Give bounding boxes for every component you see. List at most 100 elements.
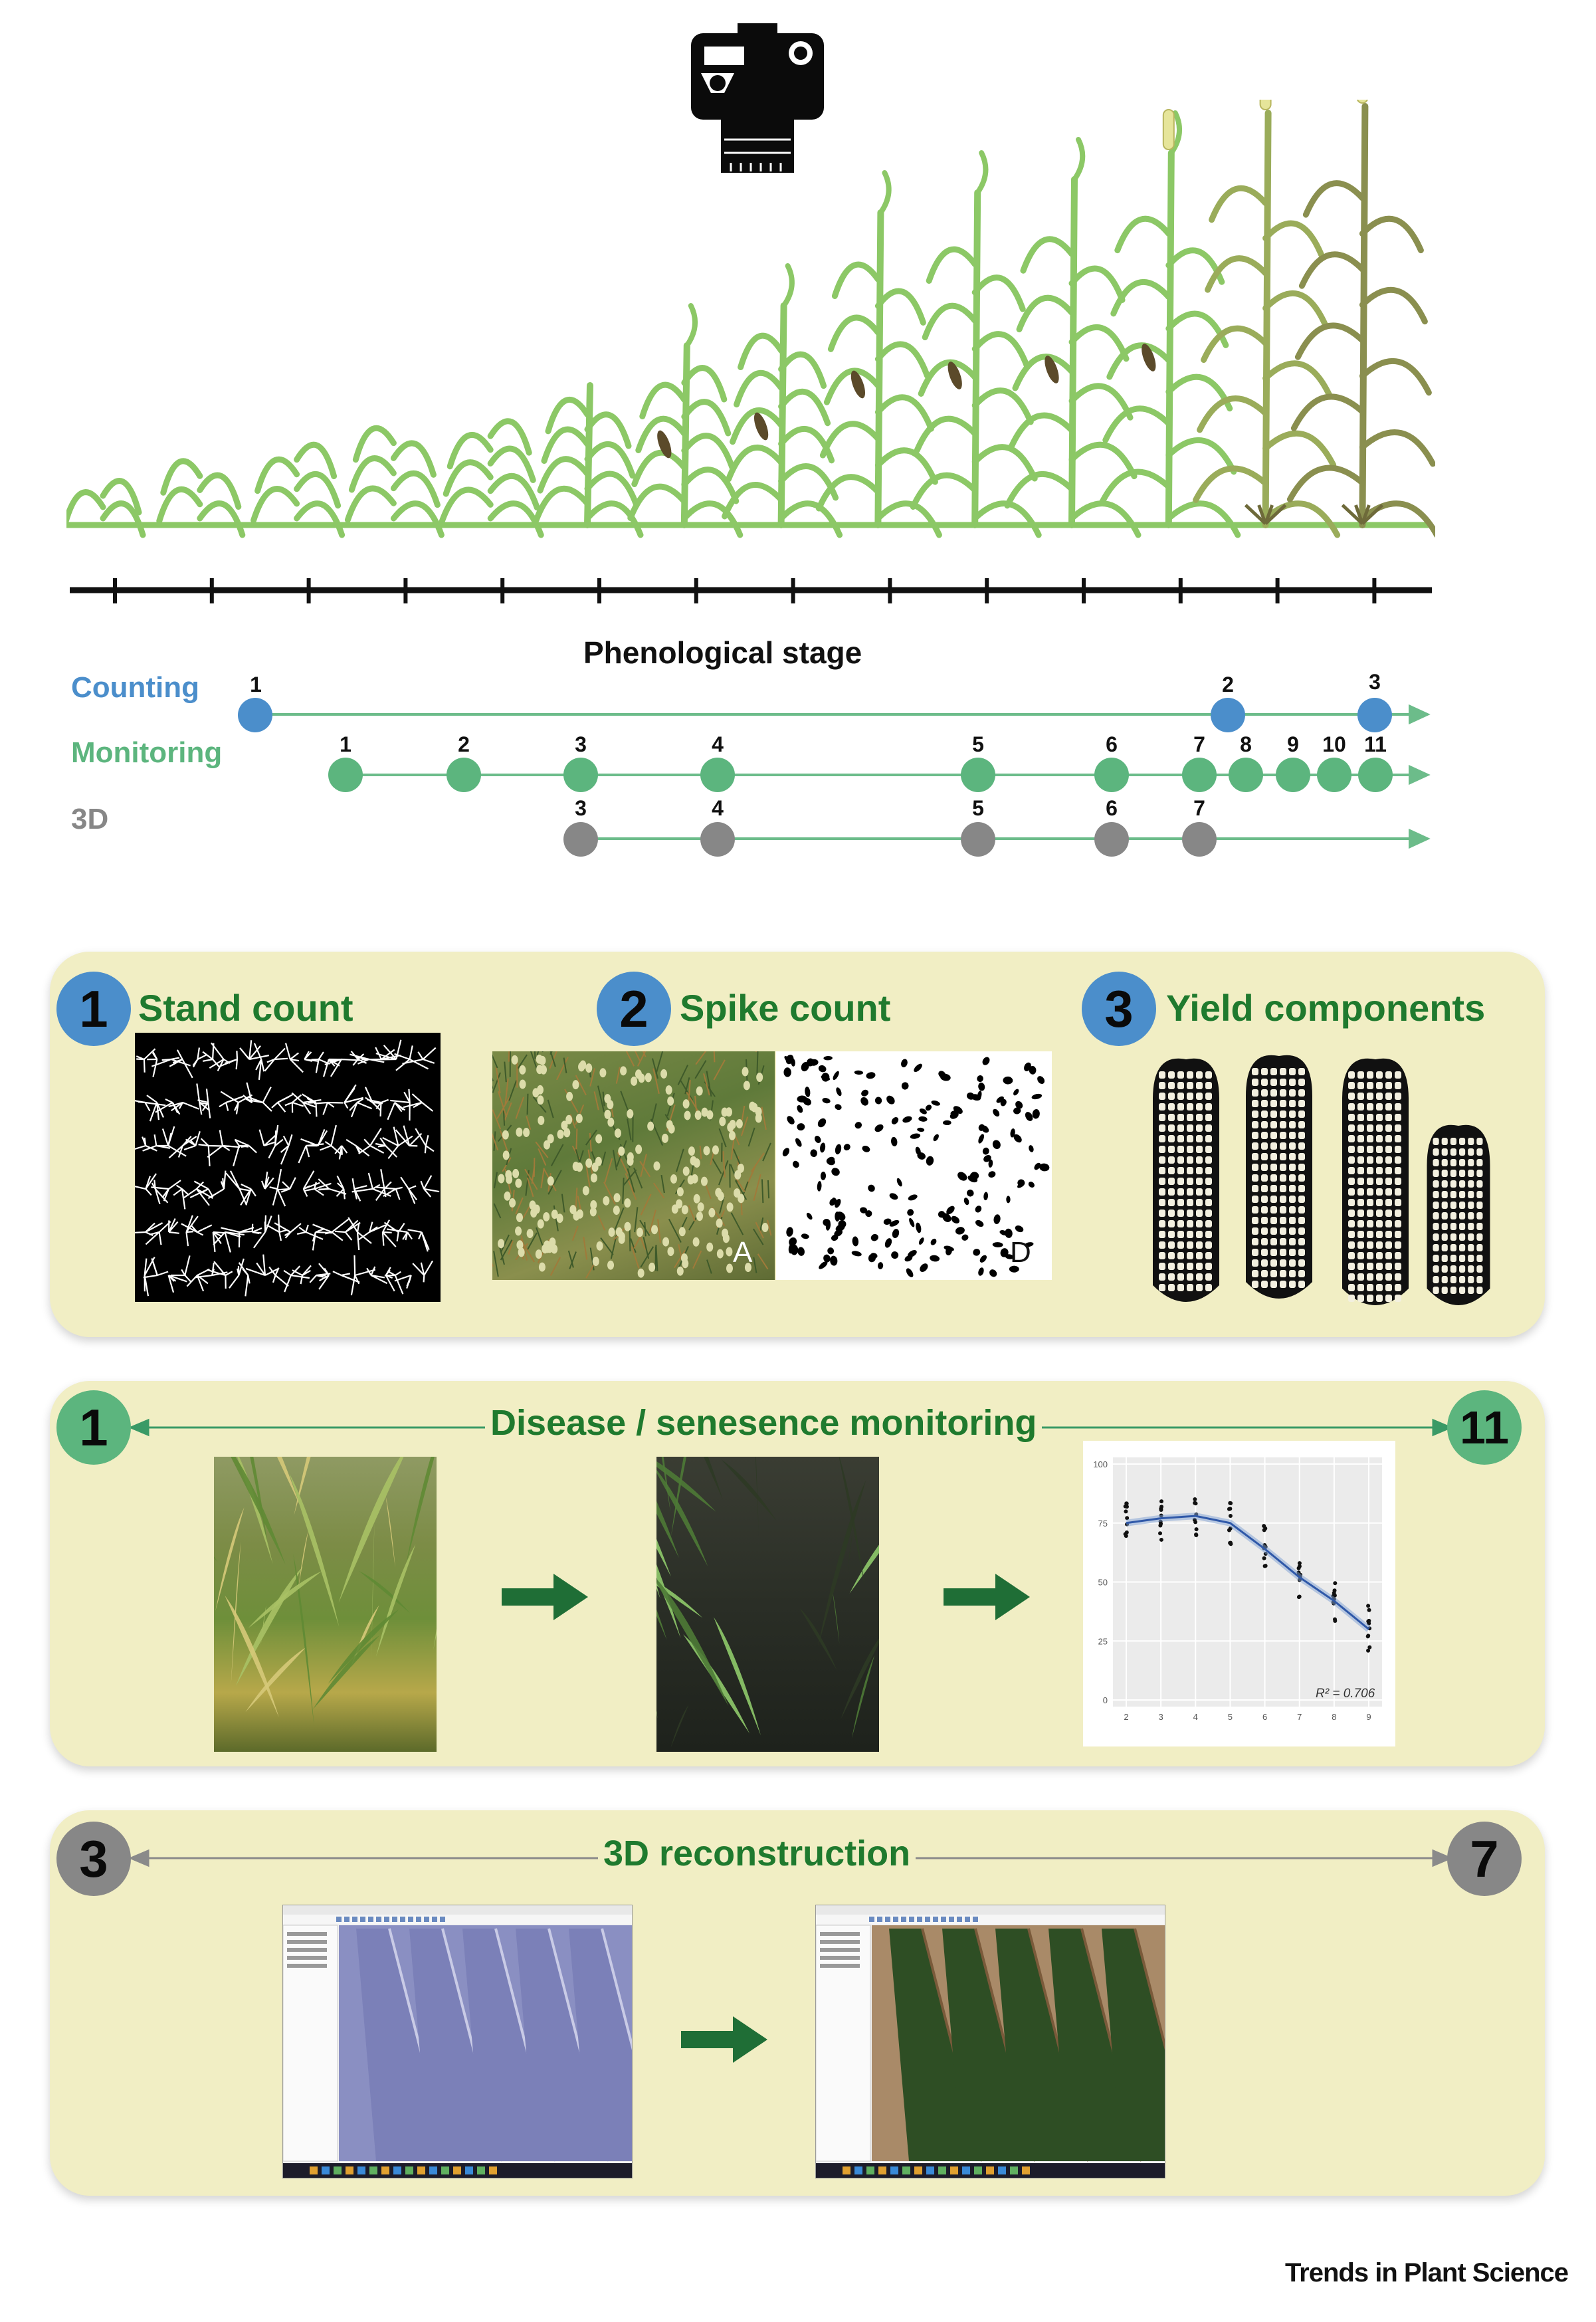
phenology-axis	[70, 577, 1432, 617]
plot-x-tick: 2	[1124, 1712, 1128, 1722]
monitoring-point-label: 11	[1364, 732, 1387, 756]
monitoring-point	[563, 758, 598, 792]
counting-point-label: 2	[1222, 673, 1234, 696]
plot-point	[1194, 1527, 1199, 1532]
monitoring-point-label: 8	[1240, 732, 1252, 756]
plot-point	[1228, 1501, 1233, 1505]
corn-ear	[1427, 1124, 1490, 1305]
monitoring-point	[1182, 758, 1217, 792]
field-rgb-photo	[214, 1457, 437, 1752]
3d-point	[961, 822, 995, 857]
plot-x-tick: 5	[1228, 1712, 1233, 1722]
monitoring-point	[1358, 758, 1393, 792]
plot-point	[1333, 1618, 1338, 1623]
corn-ear	[1246, 1055, 1312, 1299]
counting-point	[1211, 698, 1245, 732]
disease-title: Disease / senesence monitoring	[485, 1402, 1043, 1443]
monitoring-point-label: 1	[340, 732, 351, 756]
counting-point	[238, 698, 272, 732]
plot-y-tick: 75	[1098, 1519, 1108, 1529]
monitoring-point-label: 2	[458, 732, 470, 756]
phenological-stage-label: Phenological stage	[583, 635, 862, 670]
plot-point	[1228, 1507, 1233, 1511]
stand-count-badge: 1	[56, 972, 131, 1046]
monitoring-point-label: 6	[1106, 732, 1118, 756]
panel3-range-line	[50, 1810, 1545, 1943]
monitoring-point-label: 5	[972, 732, 984, 756]
plot-x-tick: 7	[1297, 1712, 1302, 1722]
plot-point	[1193, 1501, 1197, 1505]
plot-point	[1332, 1590, 1336, 1595]
monitoring-point	[328, 758, 363, 792]
maize-plant	[533, 382, 644, 538]
camera-icon	[684, 20, 831, 179]
3d-point-label: 6	[1106, 796, 1118, 820]
maize-plant	[1286, 100, 1435, 538]
3d-start-badge: 3	[56, 1822, 131, 1896]
arrow-right-icon	[502, 1574, 588, 1620]
plot-point	[1333, 1581, 1338, 1586]
counting-point-label: 3	[1369, 670, 1381, 694]
corn-ears-image	[1126, 1033, 1498, 1332]
plot-point	[1297, 1561, 1302, 1566]
yield-components-badge: 3	[1082, 972, 1156, 1046]
plot-x-tick: 4	[1193, 1712, 1198, 1722]
plot-fit-line	[1126, 1515, 1369, 1630]
plot-point	[1366, 1604, 1371, 1608]
plot-point	[1263, 1564, 1268, 1568]
monitoring-point	[1229, 758, 1263, 792]
maize-plant	[627, 303, 744, 538]
monitoring-point	[1317, 758, 1351, 792]
maize-growth-stages-illustration	[66, 100, 1435, 538]
corn-ear	[1153, 1058, 1219, 1302]
plot-point	[1194, 1532, 1199, 1537]
monitoring-point	[961, 758, 995, 792]
maize-plant	[344, 425, 445, 538]
plot-point	[1228, 1513, 1233, 1518]
plot-point	[1227, 1528, 1231, 1532]
plot-point	[1124, 1509, 1128, 1514]
plot-x-tick: 9	[1366, 1712, 1371, 1722]
3d-point	[1182, 822, 1217, 857]
3d-point-label: 7	[1193, 796, 1205, 820]
maize-plant	[250, 441, 346, 538]
maize-plant	[722, 263, 843, 538]
plot-point	[1159, 1499, 1163, 1504]
disease-monitoring-panel: 1 11 Disease / senesence monitoring 100 7…	[50, 1381, 1545, 1766]
spike-binary-image: D	[776, 1051, 1052, 1280]
maize-plant	[1004, 137, 1142, 538]
plot-point	[1159, 1505, 1164, 1509]
maize-plant	[1098, 109, 1241, 538]
counting-point-label: 1	[250, 673, 262, 696]
3d-point	[700, 822, 735, 857]
spike-count-badge: 2	[597, 972, 671, 1046]
3d-mesh-screenshot	[282, 1905, 633, 2178]
stand-count-title: Stand count	[138, 987, 353, 1029]
plot-point	[1296, 1566, 1301, 1570]
disease-start-badge: 1	[56, 1390, 131, 1465]
plot-r2-label: R² = 0.706	[1316, 1687, 1375, 1701]
plot-x-tick: 8	[1332, 1712, 1336, 1722]
maize-plant	[439, 418, 544, 538]
plot-point	[1296, 1595, 1301, 1600]
spike-photo-label: A	[733, 1236, 753, 1269]
monitoring-point-label: 3	[575, 732, 587, 756]
plot-point	[1193, 1520, 1198, 1525]
plot-point	[1193, 1497, 1197, 1502]
stand-count-image	[135, 1033, 441, 1302]
plot-point	[1124, 1530, 1129, 1534]
plot-y-tick: 50	[1098, 1578, 1108, 1588]
corn-ear	[1342, 1058, 1409, 1305]
plot-y-tick: 100	[1093, 1459, 1108, 1469]
plot-point	[1125, 1516, 1130, 1521]
yield-components-title: Yield components	[1166, 987, 1486, 1029]
plot-point	[1124, 1501, 1129, 1506]
counting-row-label: Counting	[71, 671, 200, 704]
spike-binary-label: D	[1010, 1236, 1031, 1269]
monitoring-point	[700, 758, 735, 792]
maize-plant	[156, 458, 246, 538]
plot-point	[1262, 1524, 1266, 1529]
3d-title: 3D reconstruction	[598, 1833, 916, 1874]
maize-plant	[1193, 100, 1341, 538]
maize-plant	[66, 478, 146, 538]
